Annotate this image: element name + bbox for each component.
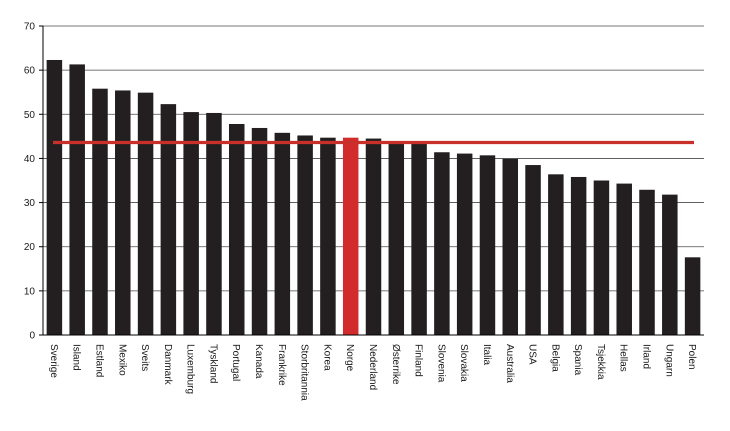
y-tick-label: 20 xyxy=(24,242,36,253)
x-tick-label: Storbritannia xyxy=(299,344,310,401)
bar xyxy=(251,127,268,335)
bar xyxy=(479,155,496,335)
x-tick-label: Korea xyxy=(321,344,332,371)
bar xyxy=(548,174,564,335)
x-tick-label: Norge xyxy=(344,344,355,372)
x-tick-label: Ungarn xyxy=(663,344,674,377)
x-tick-label: Sverige xyxy=(48,344,59,378)
bar xyxy=(160,104,177,335)
x-tick-label: Island xyxy=(71,344,82,371)
bar xyxy=(502,158,519,335)
x-tick-label: Mexiko xyxy=(116,344,127,376)
bar xyxy=(183,112,199,335)
x-tick-label: Belgia xyxy=(549,344,560,372)
x-tick-label: Tyskland xyxy=(207,344,218,383)
bar xyxy=(320,137,336,335)
bar xyxy=(570,176,587,335)
bar xyxy=(69,64,85,335)
x-tick-label: Slovakia xyxy=(458,344,469,382)
bar xyxy=(365,138,382,335)
y-tick-label: 60 xyxy=(24,66,36,77)
x-tick-label: Sveits xyxy=(139,344,150,371)
x-tick-label: Danmark xyxy=(162,344,173,386)
x-tick-label: Australia xyxy=(504,344,515,383)
bar xyxy=(92,88,108,335)
bar-highlight xyxy=(342,137,359,335)
x-tick-label: USA xyxy=(527,344,538,365)
x-tick-label: Finland xyxy=(413,344,424,377)
y-tick-label: 70 xyxy=(24,22,36,33)
x-tick-label: Estland xyxy=(93,344,104,377)
bar xyxy=(411,143,427,335)
x-tick-label: Polen xyxy=(686,344,697,370)
x-axis-tick-labels: Sverige Island Estland Mexiko Sveits Danmark L… xyxy=(48,344,697,401)
y-axis-tick-labels: 0 10 20 30 40 50 60 70 xyxy=(24,22,36,342)
bar xyxy=(115,90,131,335)
bars xyxy=(46,59,701,336)
bar xyxy=(137,92,154,335)
bar xyxy=(388,141,405,335)
bar xyxy=(684,257,701,335)
bar xyxy=(662,194,678,335)
bar xyxy=(434,152,450,335)
x-tick-label: Kanada xyxy=(253,344,264,379)
x-tick-label: Portugal xyxy=(230,344,241,381)
y-tick-label: 30 xyxy=(24,198,36,209)
x-tick-label: Nederland xyxy=(367,344,378,390)
x-tick-label: Italia xyxy=(481,344,492,366)
y-tick-label: 10 xyxy=(24,286,36,297)
x-tick-label: Hellas xyxy=(618,344,629,372)
y-tick-label: 0 xyxy=(29,331,35,342)
bar xyxy=(206,112,222,335)
bar xyxy=(525,165,541,335)
bar xyxy=(616,183,632,335)
x-tick-label: Irland xyxy=(641,344,652,369)
bar xyxy=(297,135,313,335)
bar xyxy=(46,59,63,336)
x-tick-label: Luxemburg xyxy=(185,344,196,394)
bar xyxy=(274,132,291,335)
bar xyxy=(593,180,610,335)
x-tick-label: Østerrike xyxy=(390,344,401,385)
y-tick-label: 50 xyxy=(24,110,36,121)
bar xyxy=(228,123,245,335)
bar xyxy=(639,189,655,335)
bar xyxy=(456,153,473,335)
x-tick-label: Frankrike xyxy=(276,344,287,386)
x-tick-label: Tsjekkia xyxy=(595,344,606,380)
x-tick-label: Spania xyxy=(572,344,583,376)
x-tick-label: Slovenia xyxy=(435,344,446,383)
y-tick-label: 40 xyxy=(24,154,36,165)
